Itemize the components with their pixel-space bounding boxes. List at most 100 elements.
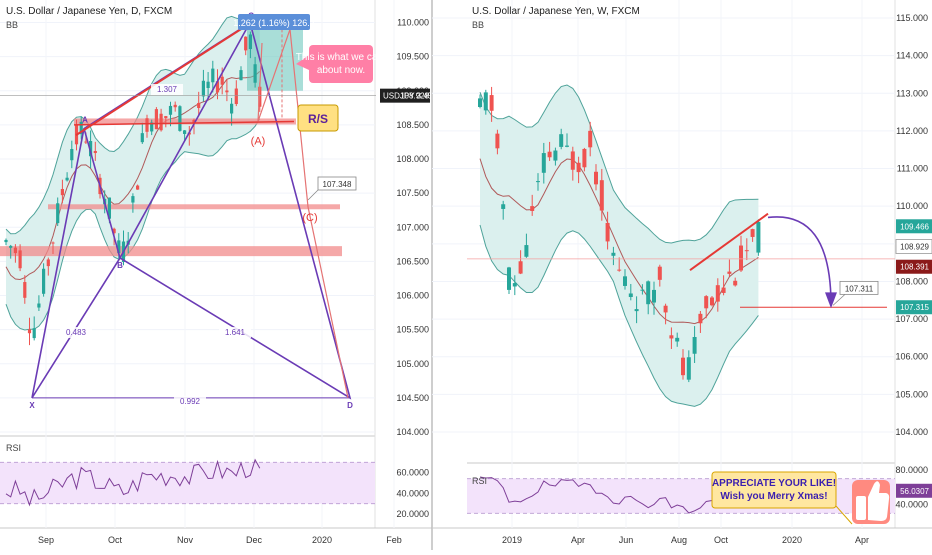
candle-body [692,337,697,354]
candle-body [145,118,149,132]
candle-body [173,104,177,108]
right-price-axis[interactable]: 115.000 114.000 113.000 112.000 111.000 110.0… [895,13,932,437]
candle-body [675,337,680,342]
price-badge-bg [895,239,932,254]
rs-line [73,120,295,126]
left-upper-band [5,15,260,235]
ratio-xb-label-bg [60,327,92,338]
candle-body [524,245,529,257]
candle-body [150,122,154,132]
current-price-tag-label: USDJPY 3.45% [383,92,439,101]
candle-body [239,70,243,81]
candle-body [721,287,726,293]
pattern-point-b: B [117,261,123,270]
candle-body [704,296,709,309]
right-rsi-label: RSI [472,476,487,486]
left-rsi-label: RSI [6,443,21,453]
candle-body [559,134,564,147]
left-price-tick: 104.500 [396,393,429,403]
candle-body [495,133,500,149]
candle-body [501,204,506,209]
candle-body [197,102,201,108]
candle-body [483,92,488,111]
right-chart-panel[interactable]: 107.311 80.0000 40.0000 56.0307 APPRECIATE … [432,0,932,545]
rs-zone-middle [48,204,340,210]
right-bollinger-bands [479,84,759,407]
candle-body [536,181,540,183]
right-price-tick: 107.000 [895,314,928,324]
candle-body [230,103,234,114]
left-time-tick: Feb [386,535,402,545]
candle-body [56,203,60,224]
candle-body [178,106,182,131]
candle-body [84,141,88,143]
candle-body [599,180,604,211]
candle-body [681,357,685,376]
current-price-value: 108.928 [400,92,429,101]
left-chart-panel[interactable]: XABCD(A)(B)(C)0.4831.6410.9921.3071.262 … [0,0,439,550]
banner-leader [835,505,853,525]
left-price-tick: 106.000 [396,291,429,301]
candle-body [710,297,714,306]
candle-body [65,177,69,181]
ratio-bd-label: 1.641 [225,328,246,337]
left-price-axis[interactable]: 110.000109.500109.000108.500108.000107.5… [380,18,439,438]
right-trendline [689,212,769,271]
price-badge: 108.391 [900,263,929,272]
right-time-tick: Jun [619,535,634,545]
candle-body [225,90,229,93]
candle-body [27,329,32,334]
right-upper-band [479,84,759,244]
candle-body [164,116,168,119]
price-badge: 109.466 [900,222,929,231]
candle-body [652,289,656,303]
price-callout-leader [307,189,319,201]
measure-label: 1.262 (1.16%) 126.2 [233,18,315,28]
candle-body [192,119,196,124]
candle-body [248,34,252,50]
candle-body [489,95,494,111]
pattern-point-a: A [82,115,88,124]
candle-body [244,36,248,51]
candle-body [220,76,224,85]
candle-body [136,185,140,190]
xmas-banner-text: APPRECIATE YOUR LIKE! [712,478,836,489]
projection-label: (C) [302,212,317,224]
right-rsi-tick: 80.0000 [895,465,928,475]
candle-body [594,171,598,185]
candle-body [154,109,158,130]
left-time-axis[interactable]: Sep Oct Nov Dec 2020 Feb [38,535,402,545]
price-badge-bg [896,219,932,234]
left-price-tick: 105.500 [396,325,429,335]
left-band-fill [6,16,260,330]
right-price-tick: 115.000 [896,13,928,23]
candle-body [70,149,74,161]
right-time-axis[interactable]: 2019 Apr Jun Aug Oct 2020 Apr [502,535,869,545]
candle-body [733,280,738,286]
right-price-tick: 111.000 [897,164,928,174]
candle-body [4,239,8,243]
left-time-tick: Dec [246,535,263,545]
price-badge-bg [896,300,932,315]
target-callout-leader [832,294,846,306]
xmas-banner [711,471,837,509]
callout-box [309,45,373,83]
candle-body [37,303,41,308]
projection-label: (A) [251,135,266,147]
ratio-ab-label-bg [151,84,183,95]
candle-body [669,335,674,339]
left-price-tick: 107.000 [396,222,429,232]
candle-body [13,247,17,254]
thumbs-up-icon-hand [868,481,890,521]
candle-body [518,261,523,274]
left-rsi-band [0,462,375,504]
callout-pointer [296,55,309,70]
right-band-fill [480,85,759,407]
xmas-banner-text: Wish you Merry Xmas! [720,491,827,502]
ratio-xb-label: 0.483 [66,328,87,337]
candle-body [183,130,187,134]
current-price-tag-bg [380,88,430,103]
candle-body [530,206,535,211]
target-callout-text: 107.311 [845,284,874,293]
